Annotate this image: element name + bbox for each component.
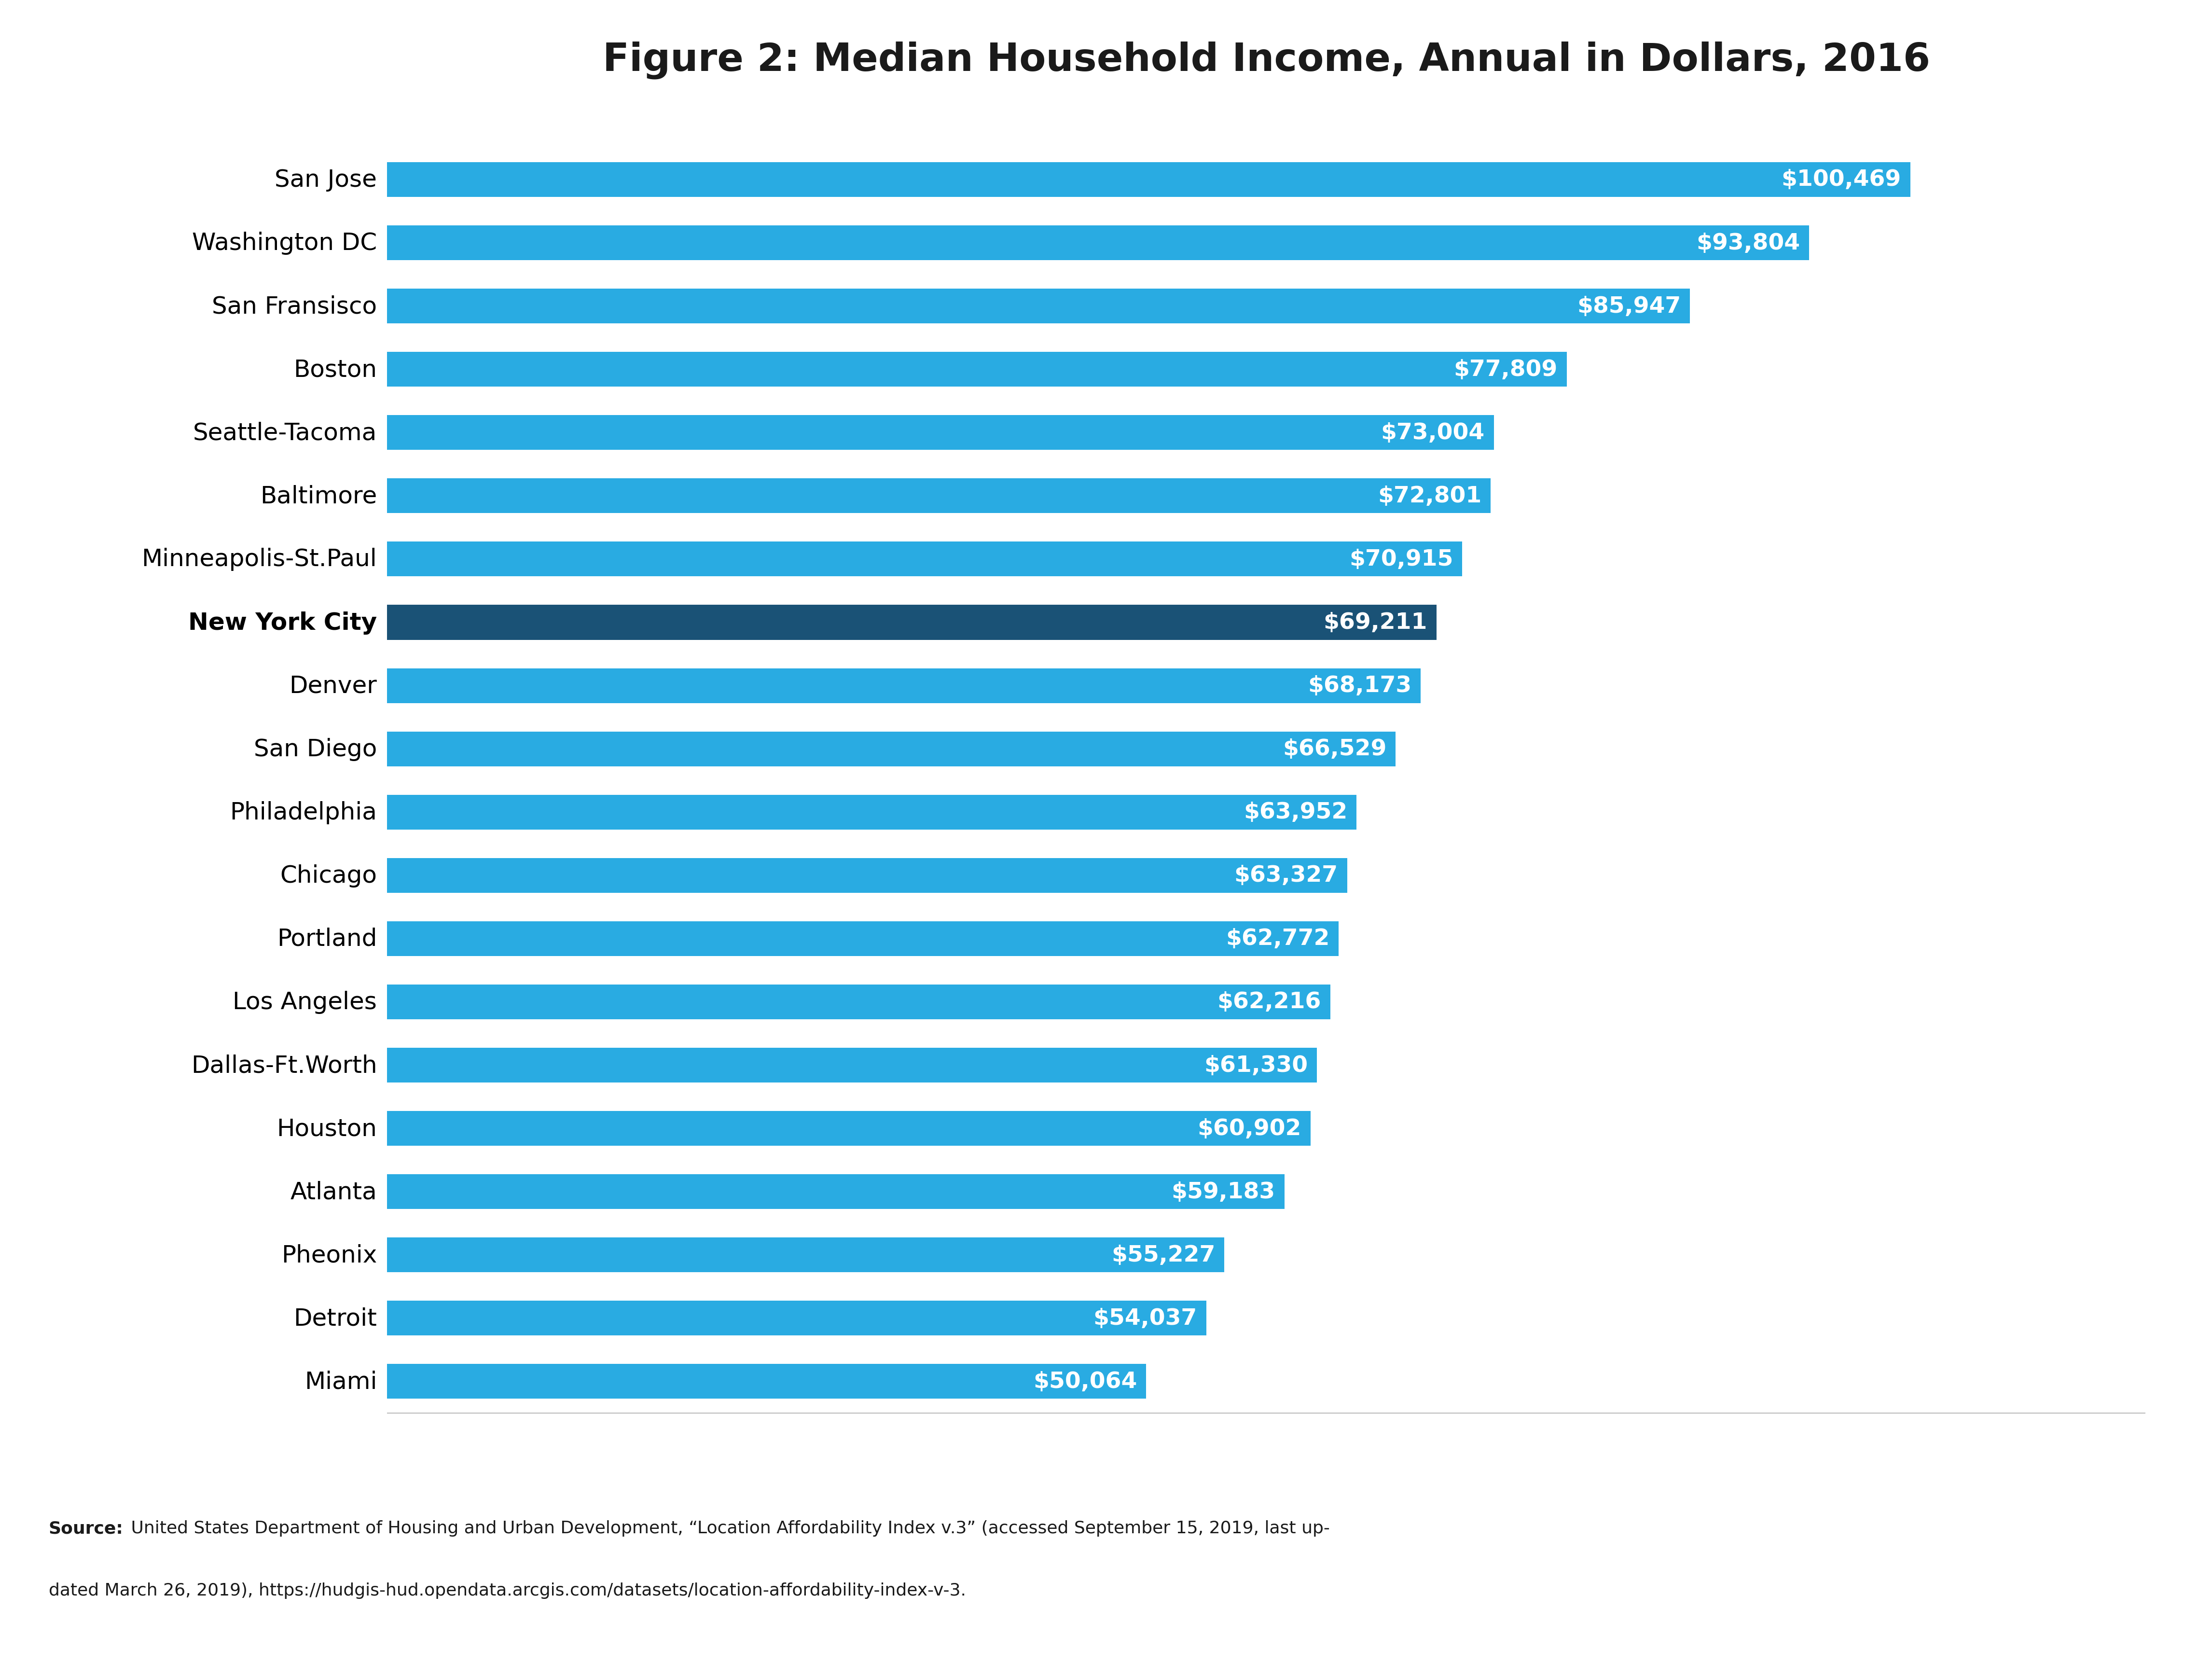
Text: $63,952: $63,952 xyxy=(1243,801,1347,823)
Bar xyxy=(387,1363,1146,1399)
Bar xyxy=(387,794,1356,829)
Text: $62,216: $62,216 xyxy=(1217,991,1321,1012)
Text: $72,801: $72,801 xyxy=(1378,485,1482,507)
Bar xyxy=(387,922,1338,957)
Bar xyxy=(387,1301,1206,1336)
Bar xyxy=(387,542,1462,578)
Text: $68,173: $68,173 xyxy=(1307,675,1411,697)
Bar xyxy=(387,163,1911,198)
Text: $50,064: $50,064 xyxy=(1033,1370,1137,1392)
Text: $55,227: $55,227 xyxy=(1110,1244,1214,1266)
Text: United States Department of Housing and Urban Development, “Location Affordabili: United States Department of Housing and … xyxy=(126,1519,1329,1536)
Bar xyxy=(387,415,1493,450)
Text: $60,902: $60,902 xyxy=(1197,1118,1301,1140)
Text: $93,804: $93,804 xyxy=(1697,232,1801,254)
Bar xyxy=(387,668,1420,704)
Text: $66,529: $66,529 xyxy=(1283,739,1387,761)
Bar xyxy=(387,1237,1223,1273)
Text: $69,211: $69,211 xyxy=(1323,611,1427,633)
Text: $73,004: $73,004 xyxy=(1380,421,1484,443)
Text: dated March 26, 2019), https://hudgis-hud.opendata.arcgis.com/datasets/location-: dated March 26, 2019), https://hudgis-hu… xyxy=(49,1582,967,1598)
Text: $62,772: $62,772 xyxy=(1225,928,1329,950)
Bar xyxy=(387,604,1436,640)
Text: $77,809: $77,809 xyxy=(1453,359,1557,381)
Bar xyxy=(387,479,1491,514)
Bar xyxy=(387,353,1566,388)
Bar xyxy=(387,1174,1285,1209)
Bar xyxy=(387,1048,1316,1083)
Bar xyxy=(387,225,1809,260)
Text: $85,947: $85,947 xyxy=(1577,296,1681,317)
Text: $63,327: $63,327 xyxy=(1234,865,1338,887)
Bar xyxy=(387,858,1347,893)
Text: $100,469: $100,469 xyxy=(1781,170,1900,191)
Text: Source:: Source: xyxy=(49,1519,124,1536)
Title: Figure 2: Median Household Income, Annual in Dollars, 2016: Figure 2: Median Household Income, Annua… xyxy=(602,42,1931,79)
Text: $59,183: $59,183 xyxy=(1172,1180,1274,1202)
Bar xyxy=(387,732,1396,767)
Bar xyxy=(387,984,1329,1019)
Bar xyxy=(387,1111,1310,1147)
Bar xyxy=(387,289,1690,324)
Text: $70,915: $70,915 xyxy=(1349,549,1453,571)
Text: $54,037: $54,037 xyxy=(1093,1308,1197,1330)
Text: $61,330: $61,330 xyxy=(1203,1054,1307,1076)
